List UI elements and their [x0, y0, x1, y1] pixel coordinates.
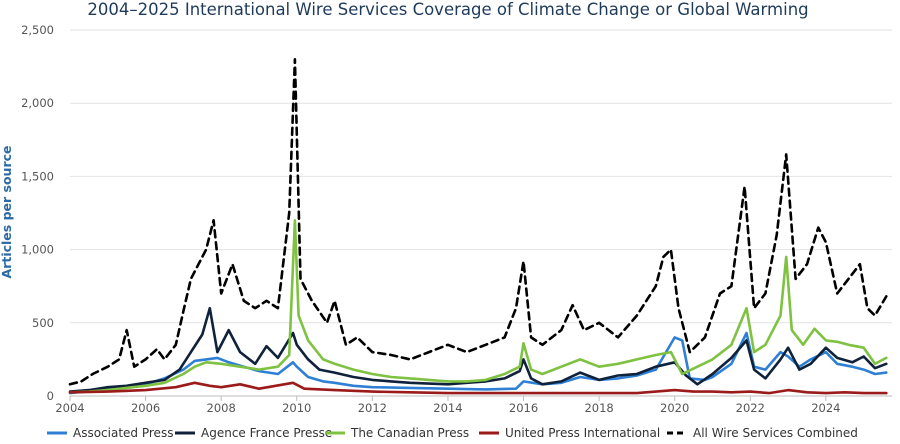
y-tick-label: 2,000	[21, 96, 54, 110]
x-tick-label: 2020	[660, 401, 689, 415]
legend-label: Agence France Presse	[201, 426, 332, 440]
legend-item-all-wire-services-combined[interactable]: All Wire Services Combined	[667, 426, 858, 440]
x-tick-label: 2012	[358, 401, 387, 415]
x-tick-label: 2018	[584, 401, 613, 415]
x-tick-label: 2010	[282, 401, 311, 415]
y-tick-label: 500	[32, 316, 54, 330]
legend-label: United Press International	[505, 426, 660, 440]
y-axis-label: Articles per source	[0, 146, 14, 279]
series-line-united-press-international	[68, 381, 888, 395]
series-line-all-wire-services-combined	[68, 58, 888, 386]
x-tick-label: 2008	[207, 401, 236, 415]
legend-item-agence-france-presse[interactable]: Agence France Presse	[175, 426, 332, 440]
x-tick-label: 2024	[811, 401, 840, 415]
legend-label: The Canadian Press	[350, 426, 469, 440]
legend-label: Associated Press	[73, 426, 173, 440]
legend-item-the-canadian-press[interactable]: The Canadian Press	[325, 426, 469, 440]
chart-title: 2004–2025 International Wire Services Co…	[87, 0, 808, 19]
x-tick-label: 2016	[509, 401, 538, 415]
gridlines	[70, 29, 892, 324]
x-axis-ticks: 2004 2006 2008 2010 2012 2014 2016 2018 2020 2022…	[55, 396, 841, 415]
x-tick-label: 2022	[736, 401, 765, 415]
y-tick-label: 1,000	[21, 243, 54, 257]
x-tick-label: 2006	[131, 401, 160, 415]
legend-label: All Wire Services Combined	[693, 426, 858, 440]
series-line-the-canadian-press	[68, 219, 888, 394]
x-tick-label: 2014	[433, 401, 462, 415]
legend-item-associated-press[interactable]: Associated Press	[47, 426, 173, 440]
legend-item-united-press-international[interactable]: United Press International	[479, 426, 660, 440]
y-axis-ticks: 0 500 1,000 1,500 2,000 2,500	[21, 23, 54, 403]
series-lines	[68, 58, 888, 395]
y-tick-label: 1,500	[21, 169, 54, 183]
legend: Associated Press Agence France Presse The …	[47, 426, 858, 440]
x-tick-label: 2004	[55, 401, 84, 415]
series-line-agence-france-presse	[68, 306, 888, 393]
y-tick-label: 2,500	[21, 23, 54, 37]
y-tick-label: 0	[47, 389, 54, 403]
